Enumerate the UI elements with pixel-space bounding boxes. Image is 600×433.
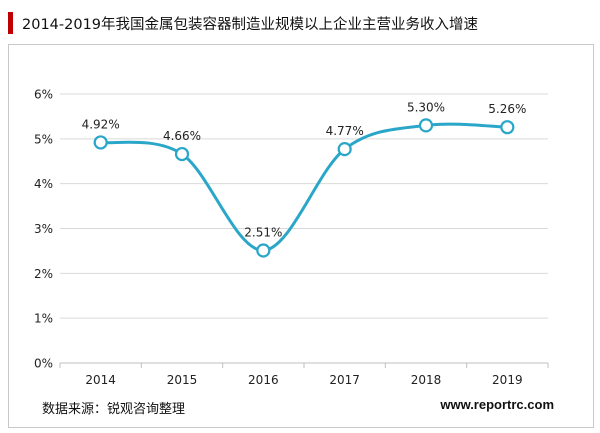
data-label: 4.77% [326,124,364,138]
y-tick-label: 2% [34,267,53,281]
series-line [99,122,509,252]
x-tick-label: 2016 [248,373,279,387]
data-labels: 4.92% 4.66% 2.51% 4.77% 5.30% 5.26% [82,100,527,239]
data-label: 2.51% [244,225,282,239]
y-tick-label: 0% [34,357,53,371]
data-label: 5.26% [488,102,526,116]
x-tick-label: 2014 [85,373,116,387]
data-points [93,118,515,258]
gridlines [60,93,548,319]
x-tick-label: 2015 [167,373,198,387]
chart-title: 2014-2019年我国金属包装容器制造业规模以上企业主营业务收入增速 [22,17,479,33]
data-label: 5.30% [407,100,445,114]
series-line-layer [99,122,509,252]
y-tick-label: 5% [34,132,53,146]
y-tick-label: 4% [34,177,53,191]
source-note: 数据来源：锐观咨询整理 [42,402,186,417]
title-accent-bar [8,12,13,34]
data-label: 4.92% [82,117,120,131]
x-tick-label: 2018 [411,373,442,387]
data-point [337,142,352,157]
data-point [93,135,108,150]
x-tick-label: 2019 [492,373,523,387]
y-tick-label: 3% [34,222,53,236]
data-point [418,118,434,133]
y-tick-label: 6% [34,88,53,102]
website-url: www.reportrc.com [440,397,554,412]
axes: 0% 1% 2% 3% 4% 5% 6% 2014 2015 2016 2017 2018 2019 [34,88,549,387]
data-point [500,120,515,135]
data-point [256,243,271,258]
chart-frame [8,44,594,428]
title-bar: 2014-2019年我国金属包装容器制造业规模以上企业主营业务收入增速 [0,0,600,40]
data-label: 4.66% [163,129,201,143]
x-tick-label: 2017 [329,373,360,387]
y-tick-label: 1% [34,312,53,326]
data-point [174,146,190,162]
